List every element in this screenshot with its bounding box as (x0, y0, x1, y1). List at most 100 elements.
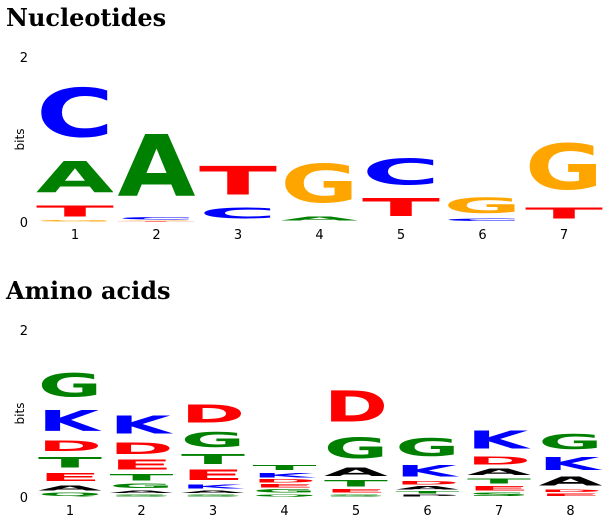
x-tick-label: 2 (152, 228, 160, 243)
x-tick-label: 3 (234, 228, 242, 243)
glyph-E: E (539, 493, 603, 497)
glyph-S: S (110, 494, 174, 497)
x-tick-label: 5 (397, 228, 405, 243)
glyph-T: T (525, 204, 603, 222)
logo-stack: CG (444, 193, 522, 222)
glyph-T: T (396, 490, 460, 494)
glyph-A: A (539, 474, 603, 488)
glyph-E: E (181, 467, 245, 484)
glyph-T: T (362, 193, 440, 222)
glyph-D: D (110, 440, 174, 458)
glyph-S: S (467, 492, 531, 497)
glyph-T: T (253, 464, 318, 472)
glyph-E: E (38, 471, 102, 484)
glyph-E: E (253, 484, 317, 489)
glyph-G: G (539, 431, 603, 454)
glyph-S: S (324, 494, 388, 497)
glyph-A: A (181, 490, 245, 494)
glyph-D: D (38, 438, 102, 454)
glyph-K: K (110, 410, 175, 439)
glyph-E: E (467, 485, 531, 492)
x-tick-label: 4 (280, 504, 288, 518)
glyph-E: E (110, 458, 174, 473)
glyph-E: E (324, 489, 388, 494)
glyph-Q: Q (38, 492, 102, 497)
glyph-T: T (38, 455, 102, 472)
y-tick-label: 2 (20, 51, 28, 66)
glyph-G: G (396, 433, 460, 462)
glyph-A: A (110, 490, 174, 494)
logo-stack: AG (281, 155, 359, 222)
glyph-K: K (181, 484, 246, 490)
glyph-T: T (467, 477, 532, 485)
glyph-D: D (181, 399, 245, 428)
glyph-D: D (539, 489, 603, 493)
x-tick-label: 4 (315, 228, 323, 243)
glyph-A: A (118, 118, 196, 216)
amino-acids-logo: bits02QAETDKG1SAGTEDK2SAKETGD3QGEDKT4SET… (13, 324, 604, 518)
glyph-A: A (38, 484, 103, 492)
glyph-C: C (118, 216, 196, 220)
logo-stack: TC (362, 152, 440, 222)
x-tick-label: 6 (423, 504, 431, 518)
glyph-C: C (444, 218, 522, 222)
glyph-K: K (467, 425, 532, 454)
glyph-D: D (253, 479, 317, 484)
glyph-A: A (324, 465, 388, 478)
glyph-T: T (118, 221, 196, 222)
glyph-G: G (253, 489, 317, 494)
y-tick-label: 2 (20, 324, 28, 339)
glyph-G: G (181, 429, 245, 452)
glyph-C: C (362, 152, 440, 193)
glyph-A: A (36, 153, 114, 202)
glyph-C: C (199, 204, 277, 222)
x-tick-label: 2 (137, 504, 145, 518)
glyph-T: T (199, 159, 277, 204)
x-tick-label: 1 (71, 228, 79, 243)
y-tick-label: 0 (20, 216, 28, 231)
glyph-T: T (181, 452, 245, 467)
amino-acids-title: Amino acids (6, 276, 171, 305)
glyph-G: G (444, 193, 522, 218)
y-tick-label: 0 (20, 491, 28, 506)
glyph-G: G (38, 368, 102, 405)
glyph-G: G (281, 155, 359, 216)
x-tick-label: 5 (352, 504, 360, 518)
glyph-D: D (467, 454, 531, 466)
glyph-G: G (36, 220, 114, 222)
x-tick-label: 7 (495, 504, 503, 518)
glyph-G: G (525, 132, 603, 204)
glyph-T: T (324, 479, 389, 489)
x-tick-label: 6 (478, 228, 486, 243)
x-tick-label: 3 (209, 504, 217, 518)
logo-stack: CT (199, 159, 277, 222)
glyph-K: K (38, 405, 102, 438)
x-tick-label: 8 (566, 504, 574, 518)
glyph-G: G (324, 432, 388, 465)
y-axis-label: bits (13, 129, 27, 151)
glyph-S: S (181, 494, 245, 497)
glyph-C: C (36, 75, 114, 153)
glyph-A: A (396, 485, 461, 490)
x-tick-label: 7 (560, 228, 568, 243)
glyph-Q: Q (253, 494, 317, 497)
glyph-D: D (324, 382, 388, 432)
glyph-D: D (396, 480, 460, 485)
glyph-K: K (253, 472, 318, 479)
glyph-P: P (396, 495, 460, 497)
glyph-A: A (467, 467, 532, 477)
y-axis-label: bits (13, 403, 27, 425)
glyph-G: G (110, 483, 174, 490)
nucleotides-title: Nucleotides (6, 3, 167, 32)
